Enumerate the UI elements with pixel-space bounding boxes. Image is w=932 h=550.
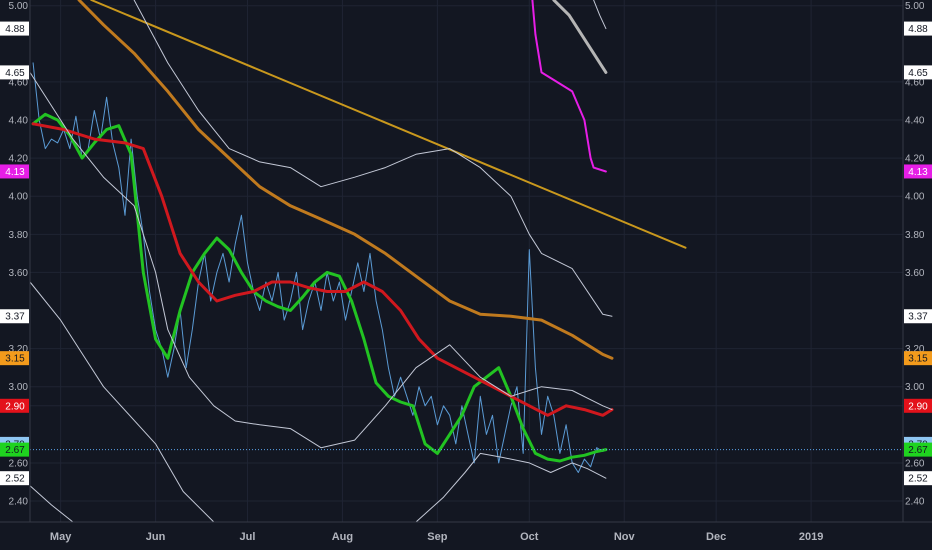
y-tick-label-left: 4.60 <box>9 77 29 88</box>
price-tag-left <box>0 164 29 179</box>
y-tick-label-right: 5.00 <box>905 1 925 12</box>
y-tick-label-right: 4.00 <box>905 192 925 203</box>
x-tick-label: Oct <box>520 531 539 543</box>
price-tag-right <box>904 442 932 457</box>
price-tag-label-left: 3.15 <box>5 354 25 365</box>
price-tag-label-left: 4.13 <box>5 167 25 178</box>
price-tag-label-right: 4.65 <box>908 68 928 79</box>
price-tag-right <box>904 351 932 366</box>
price-tag-left <box>0 21 29 36</box>
series-line-magenta <box>531 0 607 173</box>
x-tick-label: Jun <box>146 531 166 543</box>
price-tag-left <box>0 471 29 486</box>
series-line-bands <box>29 281 215 523</box>
price-tag-label-right: 2.67 <box>908 445 928 456</box>
price-tag-label-right: 2.52 <box>908 474 928 485</box>
price-tag-label-right: 3.15 <box>908 354 928 365</box>
y-tick-label-left: 4.20 <box>9 154 29 165</box>
series-line-red_ma <box>31 122 614 417</box>
series-line-bands <box>133 0 613 317</box>
y-tick-label-left: 5.00 <box>9 1 29 12</box>
x-tick-label: May <box>50 531 72 543</box>
x-tick-label: Sep <box>427 531 447 543</box>
price-tag-label-left: 3.37 <box>5 312 25 323</box>
series-line-bands <box>29 485 74 523</box>
x-tick-label: Jul <box>240 531 256 543</box>
y-tick-label-left: 2.40 <box>9 497 29 508</box>
price-tag-label-left: 4.88 <box>5 24 25 35</box>
price-tag-right <box>904 65 932 80</box>
series-line-green_ma <box>31 112 608 463</box>
price-tag-right <box>904 471 932 486</box>
price-tag-left <box>0 65 29 80</box>
series-line-bands <box>593 0 607 30</box>
y-tick-label-right: 3.60 <box>905 268 925 279</box>
series-line-orange_ma <box>77 0 614 360</box>
series-line-bands <box>29 71 613 449</box>
x-tick-label: Aug <box>332 531 353 543</box>
y-tick-label-left: 2.60 <box>9 458 29 469</box>
y-tick-label-left: 3.00 <box>9 382 29 393</box>
series-line-silver <box>552 0 608 74</box>
price-tag-left <box>0 309 29 324</box>
price-tag-right <box>904 398 932 413</box>
price-tag-left <box>0 442 29 457</box>
y-tick-label-right: 4.40 <box>905 116 925 127</box>
price-tag-label-left: 2.52 <box>5 474 25 485</box>
y-tick-label-right: 4.60 <box>905 77 925 88</box>
price-tag-label-left: 2.90 <box>5 401 25 412</box>
price-tag-label-left: 4.65 <box>5 68 25 79</box>
y-tick-label-right: 3.80 <box>905 230 925 241</box>
price-tag-label-right: 4.13 <box>908 167 928 178</box>
price-tag-label-right: 4.88 <box>908 24 928 35</box>
y-tick-label-left: 3.60 <box>9 268 29 279</box>
price-tag-label-right: 2.90 <box>908 401 928 412</box>
y-tick-label-left: 4.00 <box>9 192 29 203</box>
price-tag-left <box>0 351 29 366</box>
y-tick-label-right: 2.40 <box>905 497 925 508</box>
price-tag-right <box>904 21 932 36</box>
price-tag-label-right: 3.37 <box>908 312 928 323</box>
y-tick-label-left: 3.80 <box>9 230 29 241</box>
price-tag-right <box>904 309 932 324</box>
y-tick-label-left: 4.40 <box>9 116 29 127</box>
series-line-trendline <box>90 0 687 249</box>
y-tick-label-right: 3.20 <box>905 344 925 355</box>
x-tick-label: 2019 <box>799 531 823 543</box>
series-line-bands <box>415 452 607 523</box>
x-tick-label: Nov <box>614 531 636 543</box>
x-tick-label: Dec <box>706 531 726 543</box>
y-tick-label-right: 3.00 <box>905 382 925 393</box>
y-tick-label-right: 2.60 <box>905 458 925 469</box>
price-tag-label-left: 2.67 <box>5 445 25 456</box>
y-tick-label-left: 3.20 <box>9 344 29 355</box>
price-tag-right <box>904 164 932 179</box>
price-tag-left <box>0 398 29 413</box>
y-tick-label-right: 4.20 <box>905 154 925 165</box>
